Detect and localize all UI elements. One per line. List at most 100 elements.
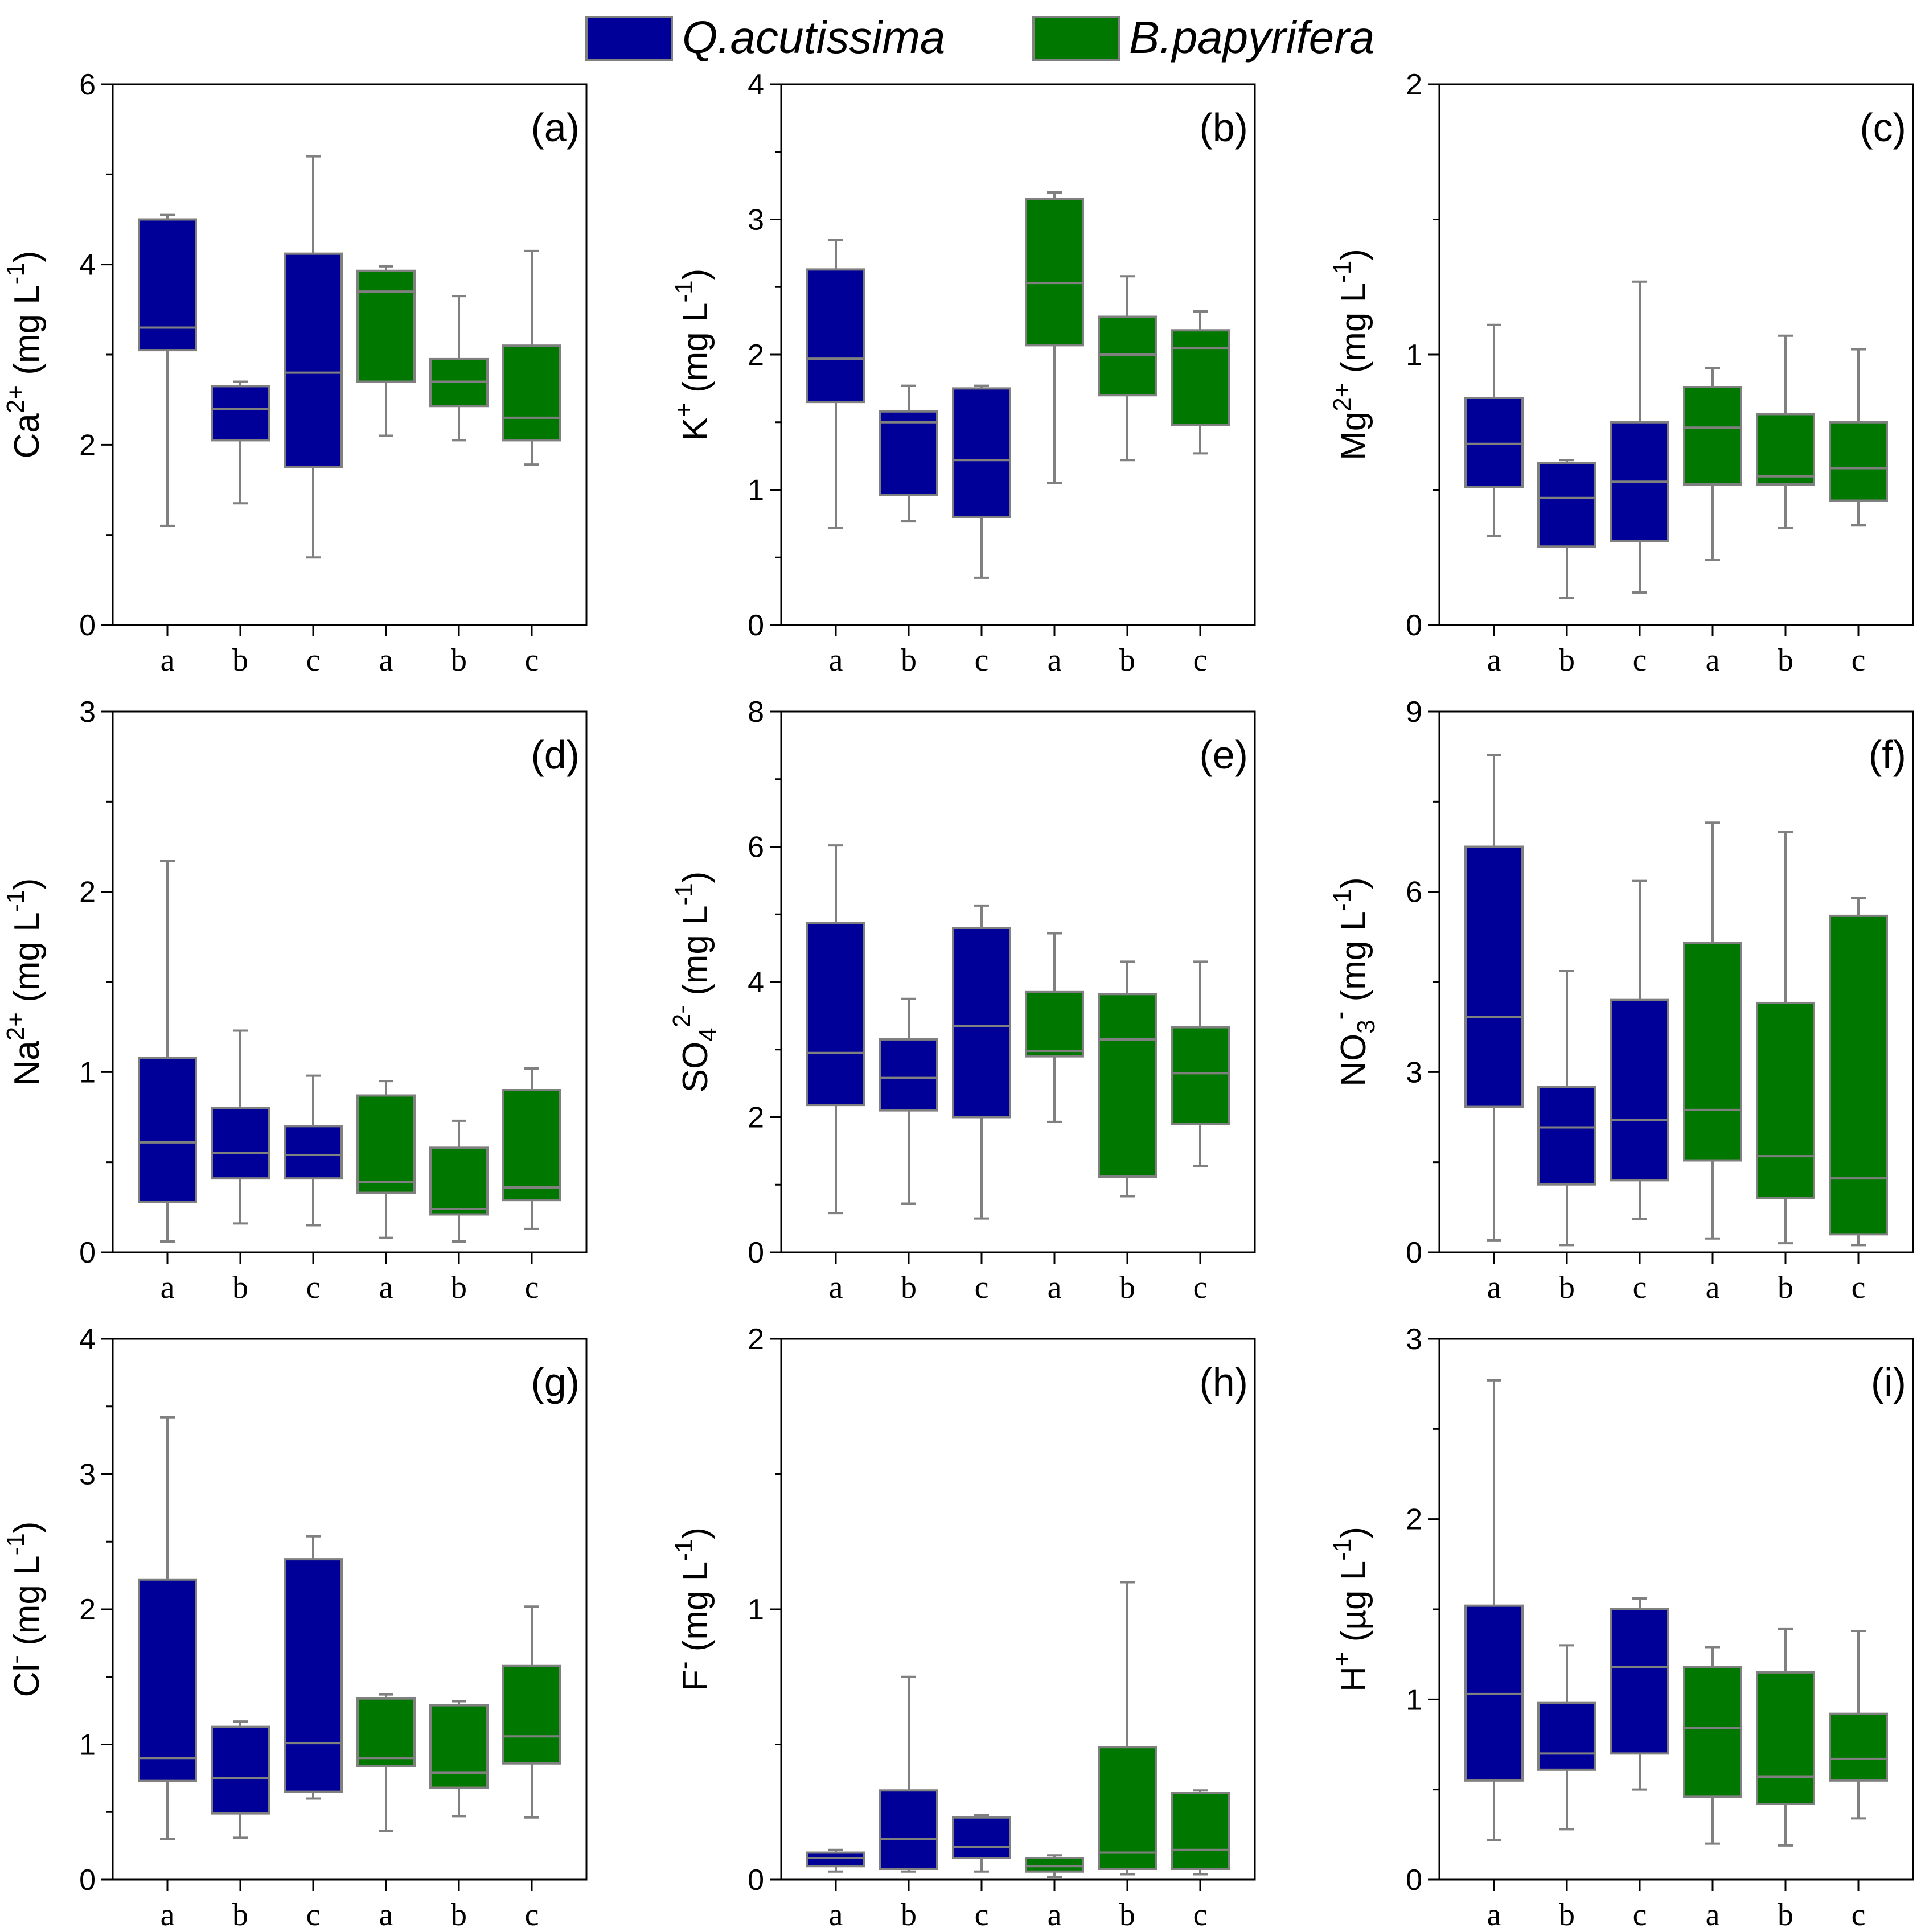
x-tick-label: b (1119, 643, 1135, 678)
box (211, 1107, 270, 1180)
x-tick-label: b (901, 1897, 917, 1932)
box (1464, 397, 1524, 488)
x-tick-label: c (975, 643, 989, 678)
x-tick-label: c (975, 1270, 989, 1305)
y-tick-label: 1 (1406, 1683, 1422, 1716)
box (138, 218, 197, 352)
box (211, 1725, 270, 1815)
y-tick-label: 4 (748, 68, 764, 101)
box (1537, 462, 1596, 548)
ylabel-units: (mg L (7, 1555, 47, 1655)
ylabel-base: Cl (7, 1664, 47, 1697)
legend-swatch-b-papyrifera (1032, 16, 1120, 61)
y-tick-label: 2 (748, 1323, 764, 1356)
panel-label: (d) (531, 733, 580, 777)
y-tick-label: 1 (748, 1593, 764, 1626)
x-tick-label: a (1706, 643, 1720, 678)
y-tick-label: 0 (1406, 1864, 1422, 1897)
ylabel-units: (mg L (7, 912, 47, 1012)
y-axis-title: K+ (mg L-1) (670, 269, 715, 441)
x-tick-label: c (1193, 1270, 1208, 1305)
y-tick-label: 3 (79, 1458, 96, 1491)
box (1171, 1792, 1230, 1870)
ylabel-sup: 2+ (2, 385, 30, 413)
y-axis-title: Na2+ (mg L-1) (2, 878, 47, 1086)
ylabel-unit-sup: -1 (670, 280, 698, 302)
ylabel-base: SO (676, 1042, 715, 1093)
x-tick-label: c (525, 1270, 539, 1305)
box (1098, 993, 1157, 1178)
ylabel-sup: 2- (668, 1005, 696, 1027)
ylabel-units: (mg L (7, 285, 47, 385)
ylabel-sup: 2+ (1328, 383, 1356, 412)
y-tick-label: 2 (748, 1101, 764, 1134)
panel-label: (f) (1869, 733, 1906, 777)
ylabel-base: H (1334, 1666, 1373, 1692)
ylabel-base: Mg (1334, 412, 1373, 461)
x-tick-label: a (1487, 643, 1501, 678)
ylabel-sup: 2+ (2, 1012, 30, 1041)
y-axis-title: Ca2+ (mg L-1) (2, 251, 47, 459)
box (806, 1851, 865, 1868)
x-tick-label: c (306, 1270, 321, 1305)
y-tick-label: 2 (1406, 68, 1422, 101)
box (1537, 1086, 1596, 1186)
panel-label: (g) (531, 1360, 580, 1404)
panel-a: 0 2 4 6 a b c a b c (a) Ca2+ (mg L-1) (2, 68, 588, 678)
y-tick-label: 1 (79, 1729, 96, 1762)
y-tick-label: 4 (748, 966, 764, 999)
y-tick-label: 0 (1406, 1236, 1422, 1269)
box (1756, 1001, 1815, 1199)
box (1756, 1671, 1815, 1805)
box (1025, 990, 1084, 1058)
y-tick-label: 3 (748, 204, 764, 237)
box (1610, 1608, 1669, 1755)
y-tick-label: 3 (1406, 1323, 1422, 1356)
y-tick-label: 6 (1406, 876, 1422, 909)
box (1683, 386, 1742, 486)
x-tick-label: a (379, 1897, 393, 1932)
x-tick-label: c (1193, 643, 1208, 678)
ylabel-sup: - (2, 1655, 30, 1664)
ylabel-sup: - (670, 1661, 698, 1670)
box (952, 387, 1011, 518)
legend-swatch-q-acutissima (585, 16, 673, 61)
x-tick-label: b (1778, 1897, 1793, 1932)
ylabel-close: ) (676, 1527, 715, 1539)
ylabel-sup: + (1328, 1652, 1356, 1667)
legend: Q.acutissima B.papyrifera (585, 12, 1374, 63)
box (356, 269, 416, 383)
box (952, 1816, 1011, 1859)
x-tick-label: a (1048, 1270, 1062, 1305)
box (806, 922, 865, 1107)
ylabel-close: ) (676, 872, 715, 883)
y-axis-title: Cl- (mg L-1) (2, 1522, 47, 1697)
y-tick-label: 6 (748, 831, 764, 864)
x-tick-label: c (975, 1897, 989, 1932)
x-tick-label: a (161, 643, 175, 678)
y-tick-label: 4 (79, 1323, 96, 1356)
ylabel-units: (mg L (1334, 911, 1373, 1012)
box (952, 927, 1011, 1119)
ylabel-unit-sup: -1 (670, 883, 698, 905)
x-tick-label: b (1119, 1897, 1135, 1932)
y-tick-label: 2 (79, 429, 96, 462)
box (1025, 1857, 1084, 1873)
box (1829, 914, 1888, 1236)
ylabel-units: (mg L (676, 303, 715, 403)
x-tick-label: a (379, 643, 393, 678)
y-tick-label: 0 (748, 609, 764, 642)
y-tick-label: 2 (1406, 1503, 1422, 1536)
box (429, 1704, 489, 1789)
box (879, 1789, 938, 1870)
box (1537, 1701, 1596, 1771)
x-tick-label: a (1706, 1897, 1720, 1932)
ylabel-close: ) (1334, 877, 1373, 889)
y-tick-label: 4 (79, 249, 96, 282)
y-tick-label: 2 (79, 876, 96, 909)
box (138, 1057, 197, 1203)
panel-h: 0 1 2 a b c a b c (h) F- (mg L-1) (670, 1323, 1256, 1932)
y-tick-label: 9 (1406, 696, 1422, 729)
